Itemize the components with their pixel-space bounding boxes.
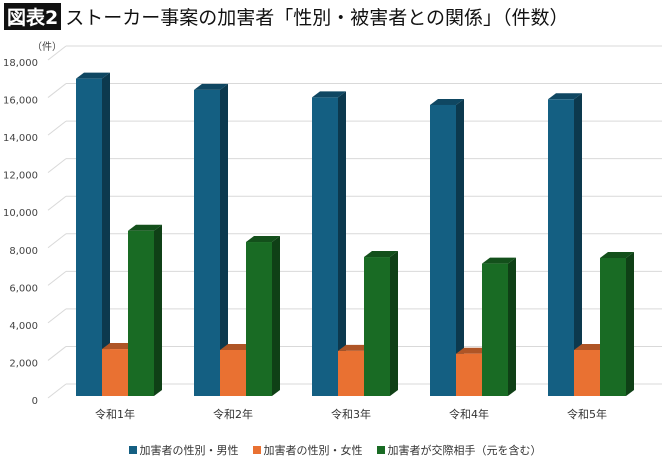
gridline-depth [47, 383, 67, 399]
bar [194, 89, 220, 396]
bar-top [128, 224, 162, 231]
gridline-depth [47, 83, 67, 98]
bar-top [246, 236, 280, 243]
bar-side [102, 72, 110, 397]
x-tick-label: 令和1年 [95, 407, 135, 421]
y-tick-label: 4,000 [9, 321, 38, 332]
gridline-depth [47, 308, 67, 324]
legend-item: 加害者が交際相手（元を含む） [376, 442, 542, 458]
bar-top [600, 251, 634, 258]
y-tick-label: 10,000 [3, 208, 38, 219]
bar [548, 99, 574, 397]
bar-side [574, 93, 582, 397]
bar-side [508, 257, 516, 396]
x-tick-label: 令和3年 [331, 407, 371, 421]
bar-side [338, 91, 346, 396]
bar-side [390, 251, 398, 396]
bar [312, 97, 338, 396]
legend-item: 加害者の性別・女性 [252, 442, 363, 458]
gridline-depth [47, 346, 67, 361]
bar-top [76, 72, 110, 79]
bar [364, 257, 390, 396]
bar-side [220, 83, 228, 396]
bar-top [548, 93, 582, 100]
bar-side [154, 224, 162, 396]
gridline-depth [47, 45, 67, 61]
bar [338, 350, 364, 396]
gridline-depth [47, 158, 67, 174]
y-tick-label: 16,000 [3, 96, 38, 107]
legend-label: 加害者が交際相手（元を含む） [387, 444, 542, 457]
bar-top [102, 343, 136, 350]
y-tick-label: 6,000 [9, 283, 38, 294]
y-tick-label: 0 [32, 396, 38, 407]
bar [76, 78, 102, 397]
bar [246, 242, 272, 396]
y-tick-label: 2,000 [9, 358, 38, 369]
legend-label: 加害者の性別・男性 [139, 444, 239, 457]
legend-swatch [376, 446, 385, 454]
gridline-depth [47, 270, 67, 286]
y-tick-label: 8,000 [9, 246, 38, 257]
bar-top [482, 257, 516, 264]
chart-plot: （件） 0 2,000 4,000 6,000 8,000 10,000 12,000 14,… [3, 41, 662, 421]
bar-top [338, 344, 372, 351]
x-tick-label: 令和4年 [449, 407, 489, 421]
bar-top [574, 343, 608, 350]
bar [220, 349, 246, 396]
gridline-depth [47, 195, 67, 211]
legend-item: 加害者の性別・男性 [128, 442, 239, 458]
bar-side [626, 251, 634, 396]
gridline-depth [47, 233, 67, 249]
y-tick-label: 18,000 [3, 58, 38, 69]
bar [128, 230, 154, 396]
bar-top [430, 98, 464, 105]
bar [430, 104, 456, 396]
legend-swatch [128, 446, 137, 454]
figure-tag: 図表2 [4, 3, 62, 30]
y-tick-label: 12,000 [3, 171, 38, 182]
chart-title: 図表2 ストーカー事案の加害者「性別・被害者との関係」（件数） [4, 3, 569, 30]
bar [102, 349, 128, 396]
bar-top [312, 91, 346, 98]
bar-top [364, 251, 398, 258]
bar [600, 257, 626, 396]
legend: 加害者の性別・男性 加害者の性別・女性 加害者が交際相手（元を含む） [0, 442, 670, 458]
bar-top [456, 347, 490, 354]
x-tick-label: 令和5年 [567, 407, 607, 421]
bar [482, 263, 508, 396]
gridline-depth [47, 120, 67, 136]
legend-label: 加害者の性別・女性 [263, 444, 363, 457]
y-tick-label: 14,000 [3, 133, 38, 144]
bar-top [194, 83, 228, 90]
bar-side [272, 236, 280, 396]
bar [574, 349, 600, 396]
legend-swatch [252, 446, 261, 454]
title-text: ストーカー事案の加害者「性別・被害者との関係」（件数） [65, 7, 569, 29]
y-axis-unit: （件） [32, 41, 62, 53]
bar-top [220, 343, 254, 350]
bar-side [456, 98, 464, 396]
bar [456, 353, 482, 396]
x-tick-label: 令和2年 [213, 407, 253, 421]
